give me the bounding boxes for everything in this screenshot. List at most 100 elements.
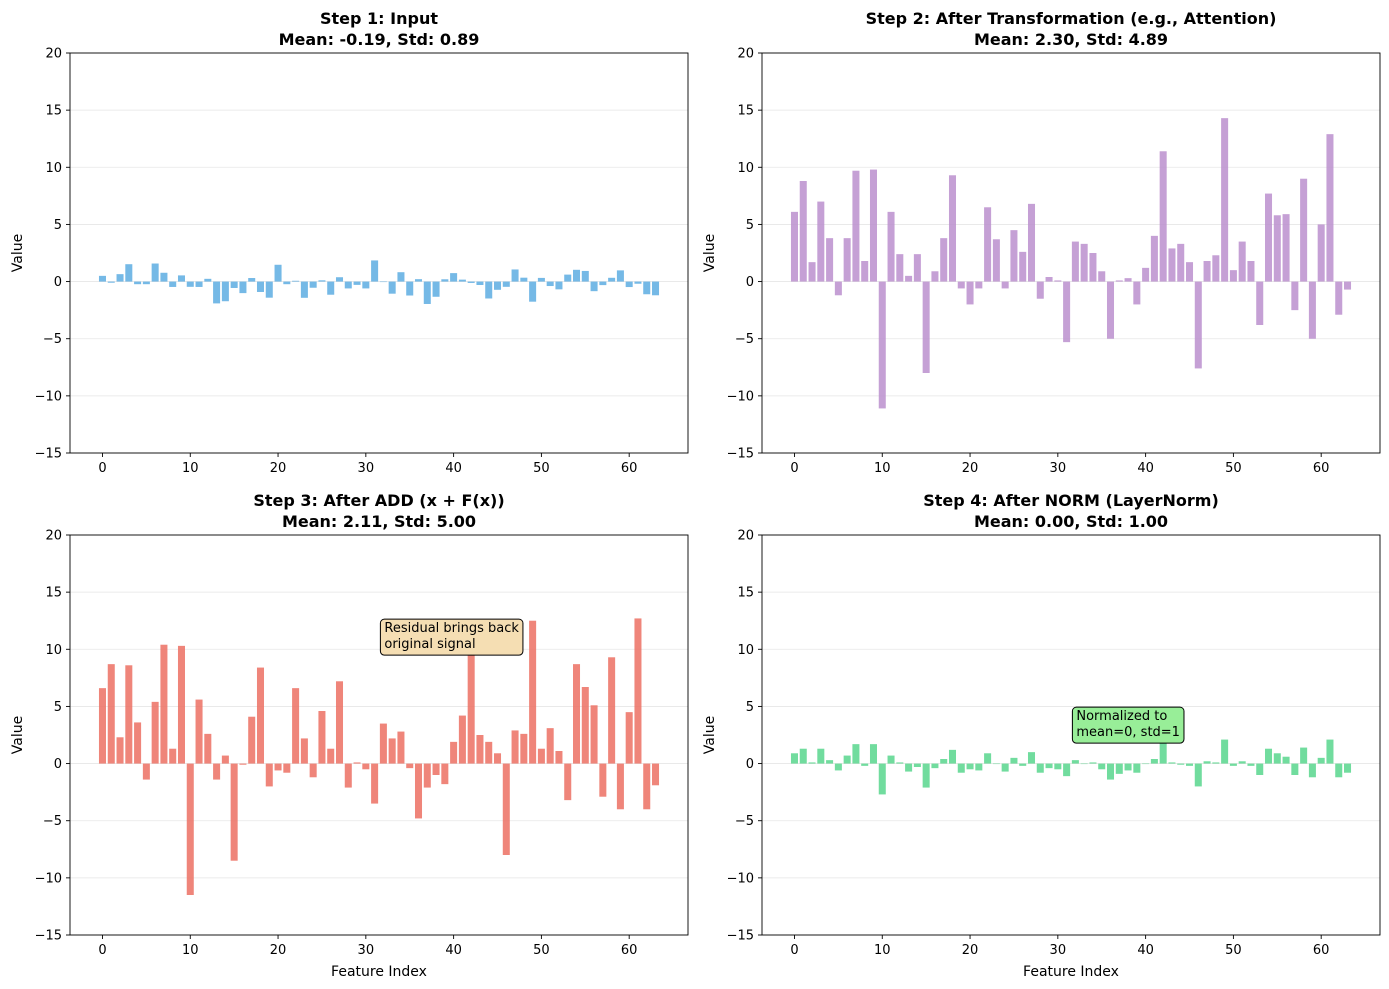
bar	[292, 280, 300, 282]
bar	[1265, 193, 1273, 282]
y-tick-label: 5	[746, 700, 754, 715]
bar	[256, 281, 265, 292]
y-tick-label: 10	[45, 161, 62, 176]
bar	[388, 738, 396, 764]
bar	[966, 281, 974, 305]
x-tick-label: 60	[621, 943, 638, 958]
bar	[1256, 281, 1264, 325]
bar	[643, 763, 651, 810]
bar	[564, 763, 572, 801]
bar	[283, 281, 291, 285]
bar	[817, 748, 825, 764]
bar	[265, 281, 273, 298]
bar	[1344, 281, 1352, 290]
bar	[1308, 281, 1316, 339]
y-tick-label: 15	[737, 104, 754, 119]
bar	[397, 731, 405, 764]
bar	[1010, 230, 1018, 282]
bar	[1326, 134, 1334, 282]
bar	[1317, 757, 1325, 764]
bar	[1019, 251, 1027, 282]
bar	[834, 281, 842, 296]
bar	[1212, 255, 1220, 282]
bar	[265, 763, 273, 787]
bar	[204, 278, 212, 282]
bar	[1317, 224, 1325, 282]
bar	[441, 763, 449, 785]
bar	[1001, 763, 1009, 772]
x-tick-label: 20	[270, 943, 287, 958]
bar	[134, 722, 142, 764]
bar	[1344, 763, 1352, 773]
x-tick-label: 30	[358, 461, 375, 476]
x-tick-label: 10	[874, 461, 891, 476]
bar	[984, 753, 992, 764]
bar	[581, 270, 589, 282]
bar	[1247, 763, 1255, 766]
bar	[1168, 762, 1176, 764]
y-tick-label: 0	[54, 275, 62, 290]
annotation-text: Residual brings back	[384, 621, 519, 636]
bar	[1273, 215, 1281, 282]
bar	[555, 751, 563, 764]
bar	[1089, 762, 1097, 764]
y-tick-label: 15	[45, 586, 62, 601]
bar	[1291, 281, 1299, 311]
y-tick-label: 20	[45, 529, 62, 544]
bar	[1265, 748, 1273, 764]
chart-panel-3: Step 3: After ADD (x + F(x)) Mean: 2.11, …	[10, 491, 689, 980]
bar	[573, 664, 581, 764]
bar	[221, 281, 229, 302]
bar	[125, 264, 133, 282]
annotation-text: original signal	[384, 637, 475, 652]
bar	[362, 281, 370, 289]
bar	[476, 735, 484, 764]
bar	[520, 733, 528, 764]
bar	[467, 634, 475, 764]
bar	[335, 681, 344, 764]
bar	[546, 281, 554, 287]
bar	[309, 763, 317, 778]
chart-subtitle: Mean: 2.11, Std: 5.00	[282, 512, 476, 531]
bar	[1150, 235, 1158, 282]
bar	[555, 281, 563, 290]
bar	[195, 699, 203, 764]
bar	[344, 281, 352, 289]
bar	[195, 281, 203, 287]
bar	[948, 175, 957, 282]
y-axis-label: Value	[10, 716, 26, 754]
bar	[852, 170, 860, 282]
bar	[608, 277, 616, 282]
bar	[186, 763, 194, 895]
y-tick-label: 0	[746, 757, 754, 772]
bar	[116, 274, 124, 282]
bar	[896, 762, 904, 764]
bar	[799, 748, 807, 764]
bar	[625, 281, 633, 288]
bar	[652, 763, 660, 786]
bar	[896, 254, 904, 282]
y-tick-label: 20	[737, 529, 754, 544]
bar	[362, 763, 370, 770]
bar	[371, 763, 379, 804]
bar	[957, 281, 965, 289]
chart-title: Step 3: After ADD (x + F(x))	[253, 491, 504, 510]
bar	[160, 272, 168, 282]
bar	[1115, 280, 1123, 282]
chart-subtitle: Mean: -0.19, Std: 0.89	[279, 30, 480, 49]
bar	[861, 261, 869, 282]
bar	[520, 277, 528, 282]
bar	[1089, 253, 1097, 282]
bar	[116, 737, 124, 764]
bar	[169, 748, 177, 764]
bar	[502, 763, 510, 855]
bar	[966, 763, 974, 770]
x-tick-label: 50	[533, 461, 550, 476]
chart-panel-1: Step 1: Input Mean: -0.19, Std: 0.89 −15 −1…	[10, 9, 689, 476]
bar	[309, 281, 317, 288]
bar	[441, 279, 449, 282]
bar	[423, 281, 431, 304]
bar	[599, 763, 607, 797]
x-tick-label: 60	[621, 461, 638, 476]
bar	[1010, 757, 1018, 764]
